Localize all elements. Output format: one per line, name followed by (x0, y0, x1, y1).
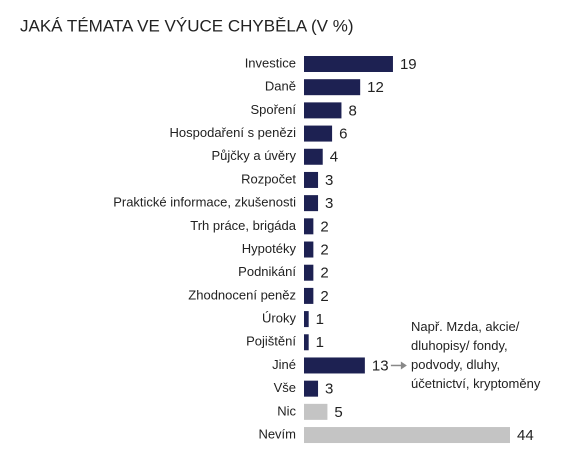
category-label: Půjčky a úvěry (211, 148, 296, 163)
bar (304, 171, 319, 188)
category-label: Trh práce, brigáda (190, 218, 297, 233)
value-label: 3 (325, 381, 333, 398)
bar (304, 125, 333, 142)
category-label: Pojištění (246, 334, 296, 349)
value-label: 13 (372, 357, 389, 374)
value-label: 19 (400, 56, 417, 73)
chart-title: JAKÁ TÉMATA VE VÝUCE CHYBĚLA (V %) (20, 16, 353, 35)
bar (304, 357, 365, 374)
value-label: 5 (334, 404, 342, 421)
category-label: Nevím (258, 426, 296, 441)
bar (304, 264, 314, 281)
value-label: 2 (320, 288, 328, 305)
value-label: 3 (325, 172, 333, 189)
category-label: Zhodnocení peněz (188, 287, 296, 302)
bar (304, 148, 323, 165)
value-label: 4 (330, 149, 338, 166)
annotation-arrowhead (400, 361, 407, 370)
annotation-text: Např. Mzda, akcie/ (411, 319, 520, 334)
value-label: 44 (517, 427, 534, 444)
value-label: 12 (367, 79, 384, 96)
bar (304, 380, 319, 397)
value-label: 2 (320, 241, 328, 258)
bar (304, 218, 314, 235)
value-label: 1 (316, 334, 324, 351)
category-label: Podnikání (238, 264, 296, 279)
category-label: Rozpočet (241, 171, 296, 186)
annotation-text: dluhopisy/ fondy, (411, 338, 508, 353)
category-label: Praktické informace, zkušenosti (113, 195, 296, 210)
value-label: 2 (320, 218, 328, 235)
bar (304, 79, 361, 96)
category-label: Vše (274, 380, 296, 395)
bar (304, 427, 510, 444)
category-label: Hypotéky (242, 241, 297, 256)
category-label: Hospodaření s penězi (170, 125, 297, 140)
bar (304, 311, 309, 328)
category-label: Investice (245, 55, 296, 70)
bar (304, 102, 342, 119)
value-label: 3 (325, 195, 333, 212)
category-label: Nic (277, 403, 296, 418)
category-label: Daně (265, 79, 296, 94)
value-label: 8 (348, 102, 356, 119)
bar (304, 241, 314, 258)
bar (304, 334, 309, 351)
category-label: Jiné (272, 357, 296, 372)
bar (304, 403, 328, 420)
bar (304, 56, 393, 72)
value-label: 2 (320, 265, 328, 282)
category-label: Spoření (250, 102, 296, 117)
category-label: Úroky (262, 311, 296, 326)
bar (304, 287, 314, 304)
annotation-text: podvody, dluhy, (411, 357, 500, 372)
bar (304, 195, 319, 212)
value-label: 6 (339, 126, 347, 143)
annotation-text: účetnictví, kryptoměny (411, 376, 541, 391)
value-label: 1 (316, 311, 324, 328)
